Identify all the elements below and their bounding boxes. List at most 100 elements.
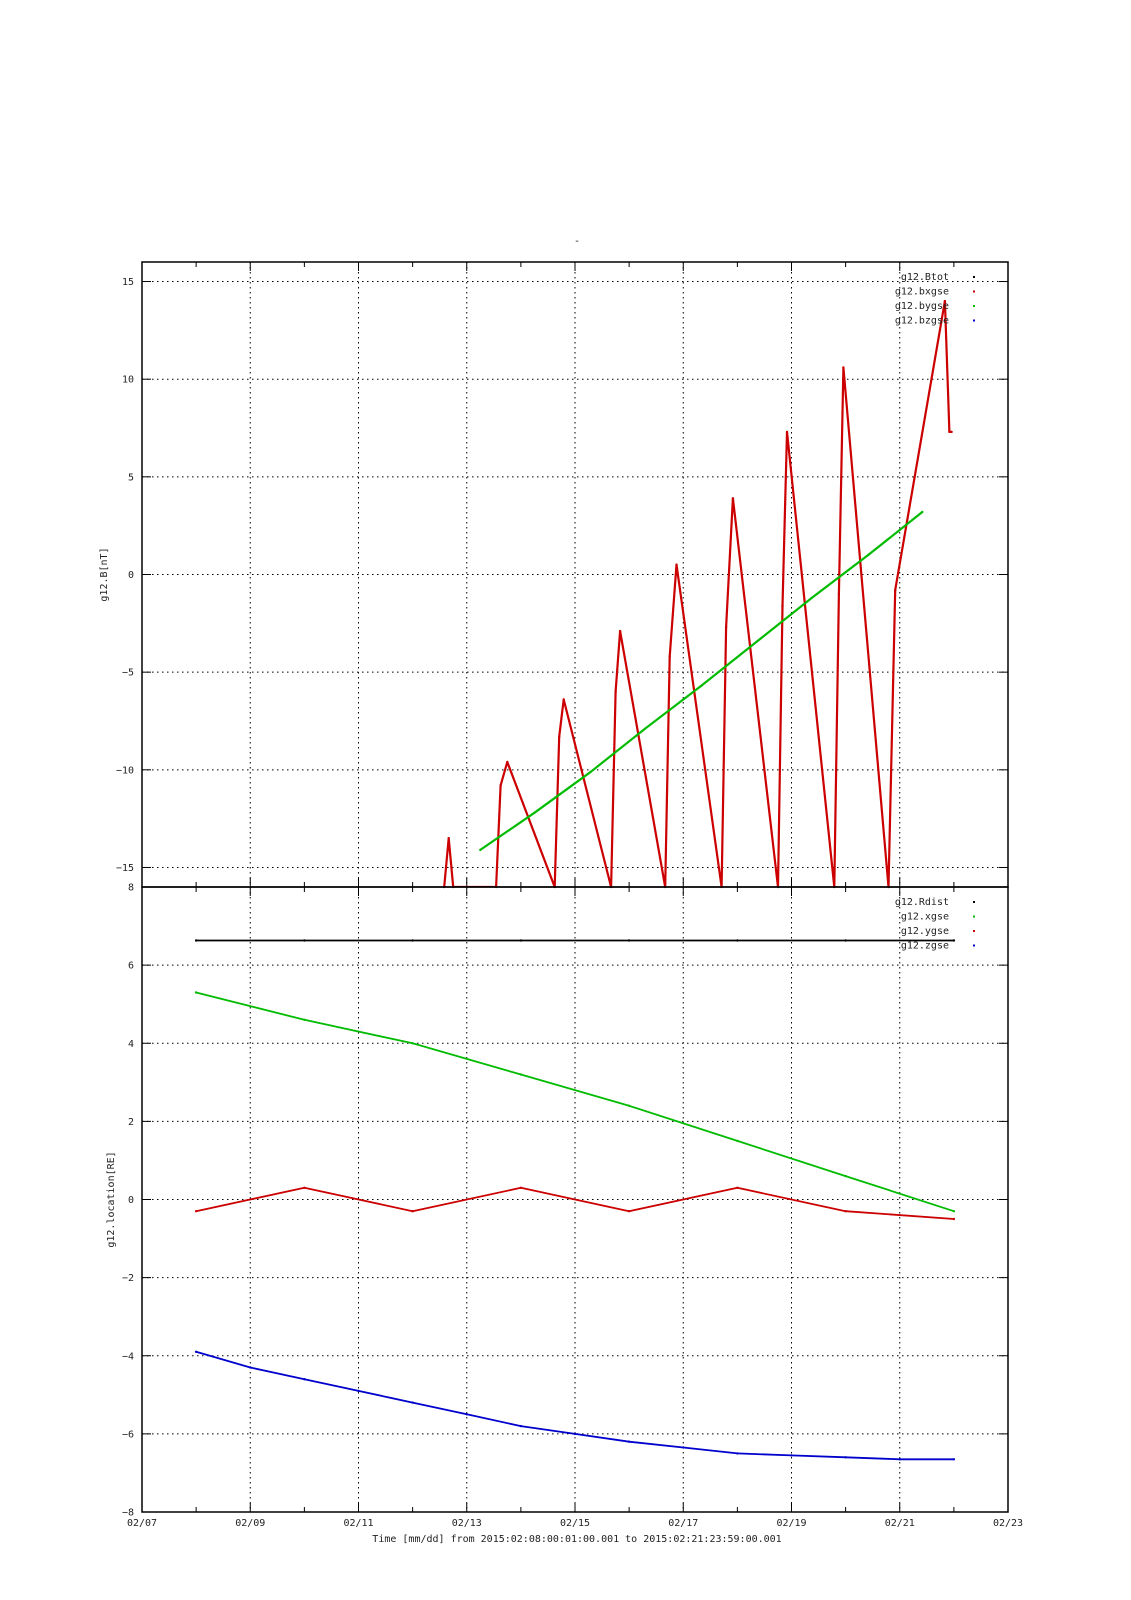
data-point [736,1186,739,1190]
data-point [724,626,728,629]
series-line [479,511,923,851]
data-point [589,770,592,773]
data-point [643,727,647,730]
data-point [558,735,561,738]
data-point [682,1446,685,1449]
data-point [736,1139,739,1143]
y-tick-label: 10 [122,375,134,386]
data-point [844,1456,847,1459]
data-point [573,1432,577,1436]
y-axis-label: g12.location[RE] [106,1151,117,1247]
x-tick-label: 02/11 [343,1518,373,1529]
data-point [618,629,622,633]
data-point [898,1458,901,1461]
y-tick-label: 15 [122,277,134,288]
legend-swatch [973,305,975,307]
data-point [668,655,671,658]
y-tick-label: −15 [116,863,134,874]
data-point [303,939,306,942]
series-line [195,991,955,1213]
legend-swatch [973,290,975,293]
data-point [411,939,414,942]
data-point [844,1210,847,1213]
data-point [357,1389,360,1393]
data-point [194,939,198,942]
y-tick-label: 2 [128,1117,134,1128]
legend-swatch [973,915,975,918]
legend-label: g12.Rdist [895,897,949,908]
data-point [506,760,509,764]
legend-swatch [973,276,975,278]
data-point [519,939,523,942]
data-point [844,939,847,942]
time-axis-label: Time [mm/dd] from 2015:02:08:00:01:00.00… [372,1534,781,1545]
data-point [837,592,841,596]
x-tick-label: 02/07 [127,1518,157,1529]
y-tick-label: −5 [122,668,134,679]
data-point [562,698,565,701]
data-point [194,991,198,994]
data-point [781,604,784,607]
y-tick-label: −8 [122,1508,134,1519]
data-point [249,1366,252,1369]
data-point [731,497,735,500]
x-tick-label: 02/21 [885,1518,915,1529]
magnetic-field-panel: −15 −10 −5 0 5 10 15 g12.B[nT] g12.Btot g12.bxgse… [99,261,1009,889]
y-tick-label: 4 [128,1039,134,1050]
data-point [499,784,502,787]
y-tick-label: −4 [122,1351,134,1362]
y-tick-label: 6 [128,961,134,972]
series-line [443,300,952,887]
data-point [948,430,951,434]
legend-swatch [973,319,975,322]
data-point [842,366,845,369]
data-point [303,1378,306,1381]
x-tick-label: 02/17 [668,1518,698,1529]
legend-label: g12.bxgse [895,287,949,298]
legend-label: g12.xgse [901,912,949,923]
y-tick-label: 0 [128,1195,134,1206]
plot-frame [141,886,1009,1513]
legend-swatch [973,944,975,947]
data-point [756,639,759,643]
figure-title: - [574,236,580,247]
data-point [810,596,813,600]
legend-label: g12.bygse [895,301,949,312]
y-axis-label: g12.B[nT] [99,547,110,601]
data-point [894,588,897,592]
legend-label: g12.bzgse [895,316,949,327]
y-tick-label: 0 [128,570,134,581]
data-point [700,684,703,687]
data-point [952,1217,956,1221]
data-point [614,690,617,693]
data-point [943,299,947,303]
data-point [447,837,450,840]
data-point [303,1018,306,1021]
legend-swatch [973,901,975,903]
data-point [519,1424,523,1428]
data-point [867,553,870,557]
data-point [921,510,924,514]
data-point [790,1454,793,1457]
y-tick-label: −10 [116,765,134,776]
legend-label: g12.zgse [901,941,949,952]
x-tick-label: 02/15 [560,1518,590,1529]
legend-label: g12.Btot [901,272,949,283]
data-point [736,939,739,942]
legend-label: g12.ygse [901,926,949,937]
data-point [303,1186,306,1190]
data-point [411,1210,414,1213]
data-point [627,1440,631,1443]
x-tick-label: 02/09 [235,1518,265,1529]
x-tick-label: 02/13 [452,1518,482,1529]
data-point [533,811,536,814]
data-point [785,430,789,434]
x-tick-label: 02/19 [776,1518,806,1529]
x-tick-label: 02/23 [993,1518,1023,1529]
y-tick-label: 8 [128,883,134,894]
data-point [736,1452,739,1455]
data-point [950,430,953,434]
data-point [411,1401,414,1404]
data-point [411,1042,414,1045]
